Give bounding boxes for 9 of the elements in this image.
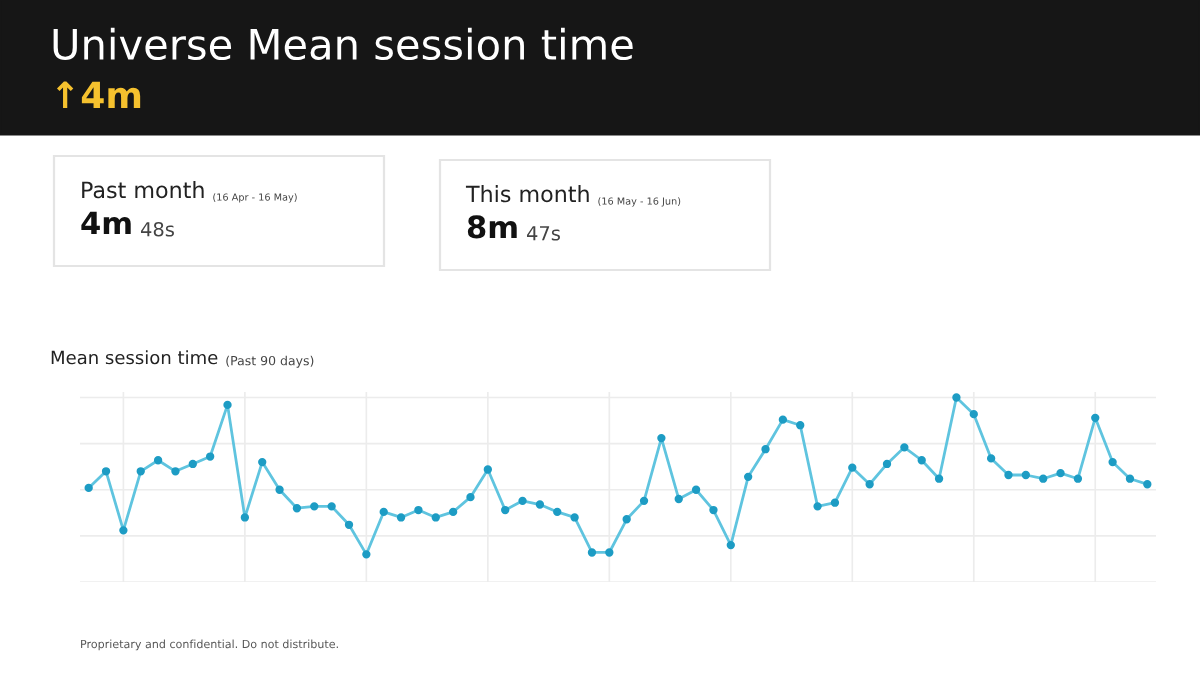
text: 4m <box>81 211 131 234</box>
text: This month <box>465 185 589 203</box>
text: Past month <box>82 181 204 199</box>
text: Mean session time <box>51 350 218 365</box>
text: 48s <box>141 221 174 237</box>
chart-title: Universe Mean session time <box>53 27 633 61</box>
text: 47s <box>527 226 560 241</box>
chart-subtitle: ↑4m <box>56 81 141 108</box>
text: 8m <box>467 215 517 239</box>
